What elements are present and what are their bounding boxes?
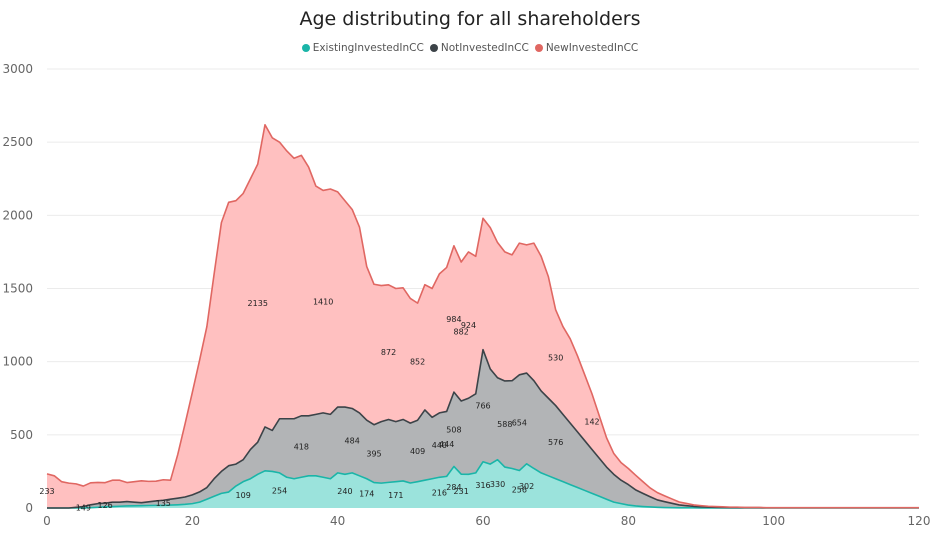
data-label: 231 xyxy=(454,487,469,496)
y-tick-label: 0 xyxy=(25,501,33,515)
x-tick-label: 120 xyxy=(908,514,931,528)
data-label: 216 xyxy=(432,489,447,498)
data-label: 882 xyxy=(454,328,469,337)
data-label: 576 xyxy=(548,438,563,447)
legend-label: NewInvestedInCC xyxy=(545,42,639,54)
y-tick-label: 1000 xyxy=(2,355,33,369)
data-label: 142 xyxy=(584,418,599,427)
data-label: 872 xyxy=(381,348,396,357)
line-NewInvestedInCC xyxy=(46,123,919,509)
legend-marker-icon xyxy=(429,44,438,52)
legend-item[interactable]: NewInvestedInCC xyxy=(534,42,639,54)
area-NewInvestedInCC xyxy=(47,124,919,508)
x-tick-label: 60 xyxy=(475,514,490,528)
x-tick-label: 100 xyxy=(762,514,785,528)
data-label: 316 xyxy=(475,481,490,490)
chart-legend: ExistingInvestedInCC NotInvestedInCC NewIn… xyxy=(0,42,940,54)
data-label: 254 xyxy=(272,486,287,495)
series-lines xyxy=(46,123,919,509)
data-label: 109 xyxy=(236,491,251,500)
data-label: 240 xyxy=(337,487,352,496)
area-series-layer xyxy=(47,124,919,508)
data-label: 484 xyxy=(345,437,360,446)
data-label: 409 xyxy=(410,447,425,456)
chart-title: Age distributing for all shareholders xyxy=(299,8,641,30)
x-tick-label: 80 xyxy=(621,514,636,528)
data-label: 395 xyxy=(366,450,381,459)
data-label: 444 xyxy=(439,440,454,449)
x-tick-label: 20 xyxy=(185,514,200,528)
legend-label: NotInvestedInCC xyxy=(440,42,529,54)
data-label: 984 xyxy=(446,315,461,324)
y-tick-label: 500 xyxy=(10,428,33,442)
legend-marker-icon xyxy=(301,44,310,52)
data-label: 135 xyxy=(156,499,171,508)
data-label: 233 xyxy=(39,487,54,496)
data-label: 2135 xyxy=(248,299,268,308)
data-label: 588 xyxy=(497,420,512,429)
x-axis-ticks: 0 20 40 60 80 100 120 xyxy=(43,514,930,528)
y-tick-label: 1500 xyxy=(2,282,33,296)
data-label: 256 xyxy=(512,485,527,494)
data-label: 530 xyxy=(548,354,563,363)
data-label: 766 xyxy=(475,402,490,411)
data-label: 852 xyxy=(410,358,425,367)
y-axis-ticks: 0 500 1000 1500 2000 2500 3000 xyxy=(2,62,33,515)
data-label: 924 xyxy=(461,321,476,330)
data-label: 508 xyxy=(446,425,461,434)
data-label: 284 xyxy=(446,483,461,492)
data-label: 302 xyxy=(519,482,534,491)
data-label: 171 xyxy=(388,491,403,500)
area-ExistingInvestedInCC xyxy=(47,459,919,508)
data-label: 440 xyxy=(432,441,447,450)
legend-item[interactable]: NotInvestedInCC xyxy=(429,42,529,54)
data-label: 418 xyxy=(294,443,309,452)
y-tick-label: 2500 xyxy=(2,135,33,149)
data-label: 654 xyxy=(512,419,527,428)
y-tick-label: 2000 xyxy=(2,208,33,222)
legend-label: ExistingInvestedInCC xyxy=(312,42,424,54)
legend-marker-icon xyxy=(534,44,543,52)
data-label: 126 xyxy=(97,501,112,510)
x-tick-label: 40 xyxy=(330,514,345,528)
x-tick-label: 0 xyxy=(43,514,51,528)
legend-item[interactable]: ExistingInvestedInCC xyxy=(301,42,424,54)
data-label: 1410 xyxy=(313,298,333,307)
area-NotInvestedInCC xyxy=(47,349,919,508)
data-label: 149 xyxy=(76,503,91,512)
data-label: 174 xyxy=(359,489,374,498)
data-label: 330 xyxy=(490,480,505,489)
y-tick-label: 3000 xyxy=(2,62,33,76)
